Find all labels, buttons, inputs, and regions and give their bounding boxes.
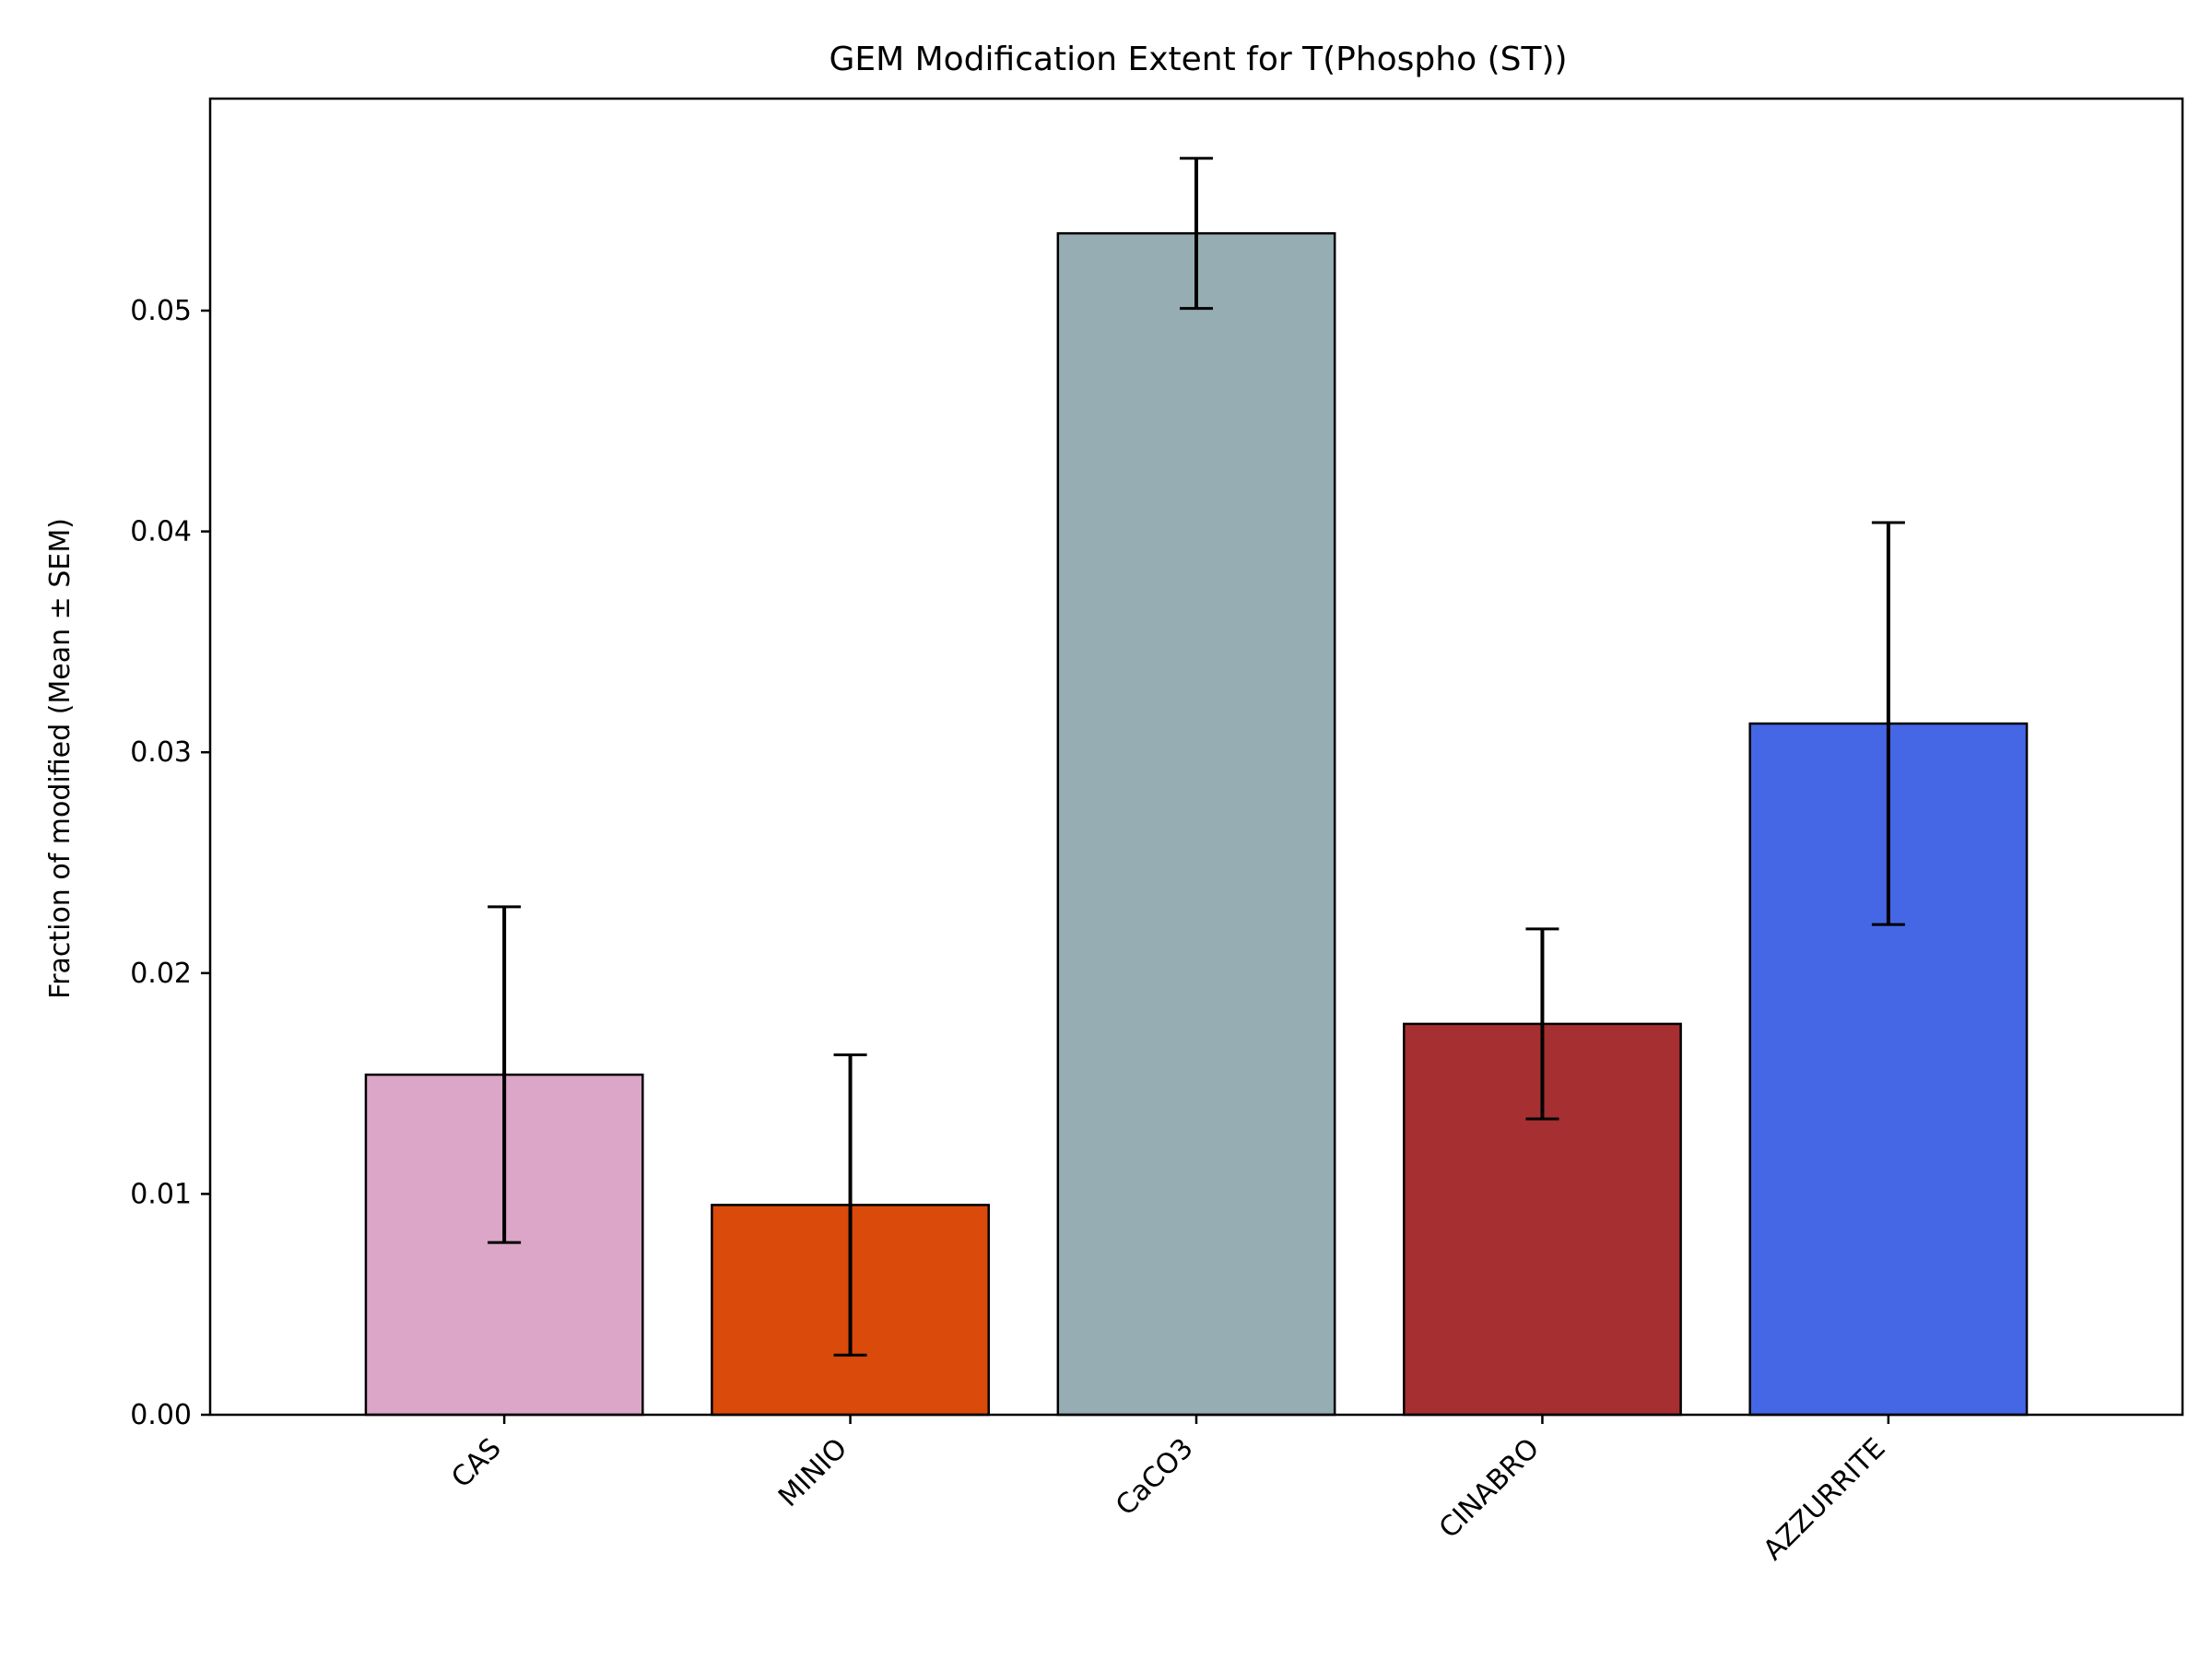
plot-area: 0.00 0.01 0.02 0.03 0.04 0.05 CAS MINIO CaCO3 CIN… xyxy=(130,157,2029,1567)
y-tick-label: 0.03 xyxy=(130,736,192,769)
x-tick-label: AZZURRITE xyxy=(1758,1432,1892,1567)
y-tick-label: 0.04 xyxy=(130,516,192,548)
y-tick-label: 0.05 xyxy=(130,295,192,327)
chart-title: GEM Modification Extent for T(Phospho (S… xyxy=(829,41,1567,78)
y-tick-label: 0.00 xyxy=(130,1399,192,1431)
axes-frame xyxy=(208,97,2184,1417)
x-tick-label: MINIO xyxy=(772,1432,853,1513)
bar-caco3 xyxy=(1056,231,1336,1417)
x-tick-label: CINABRO xyxy=(1433,1432,1546,1545)
y-tick-label: 0.02 xyxy=(130,958,192,990)
y-axis-label: Fraction of modified (Mean ± SEM) xyxy=(44,518,76,999)
x-tick-label: CaCO3 xyxy=(1110,1432,1200,1523)
y-tick-label: 0.01 xyxy=(130,1178,192,1210)
x-tick-label: CAS xyxy=(445,1432,508,1495)
